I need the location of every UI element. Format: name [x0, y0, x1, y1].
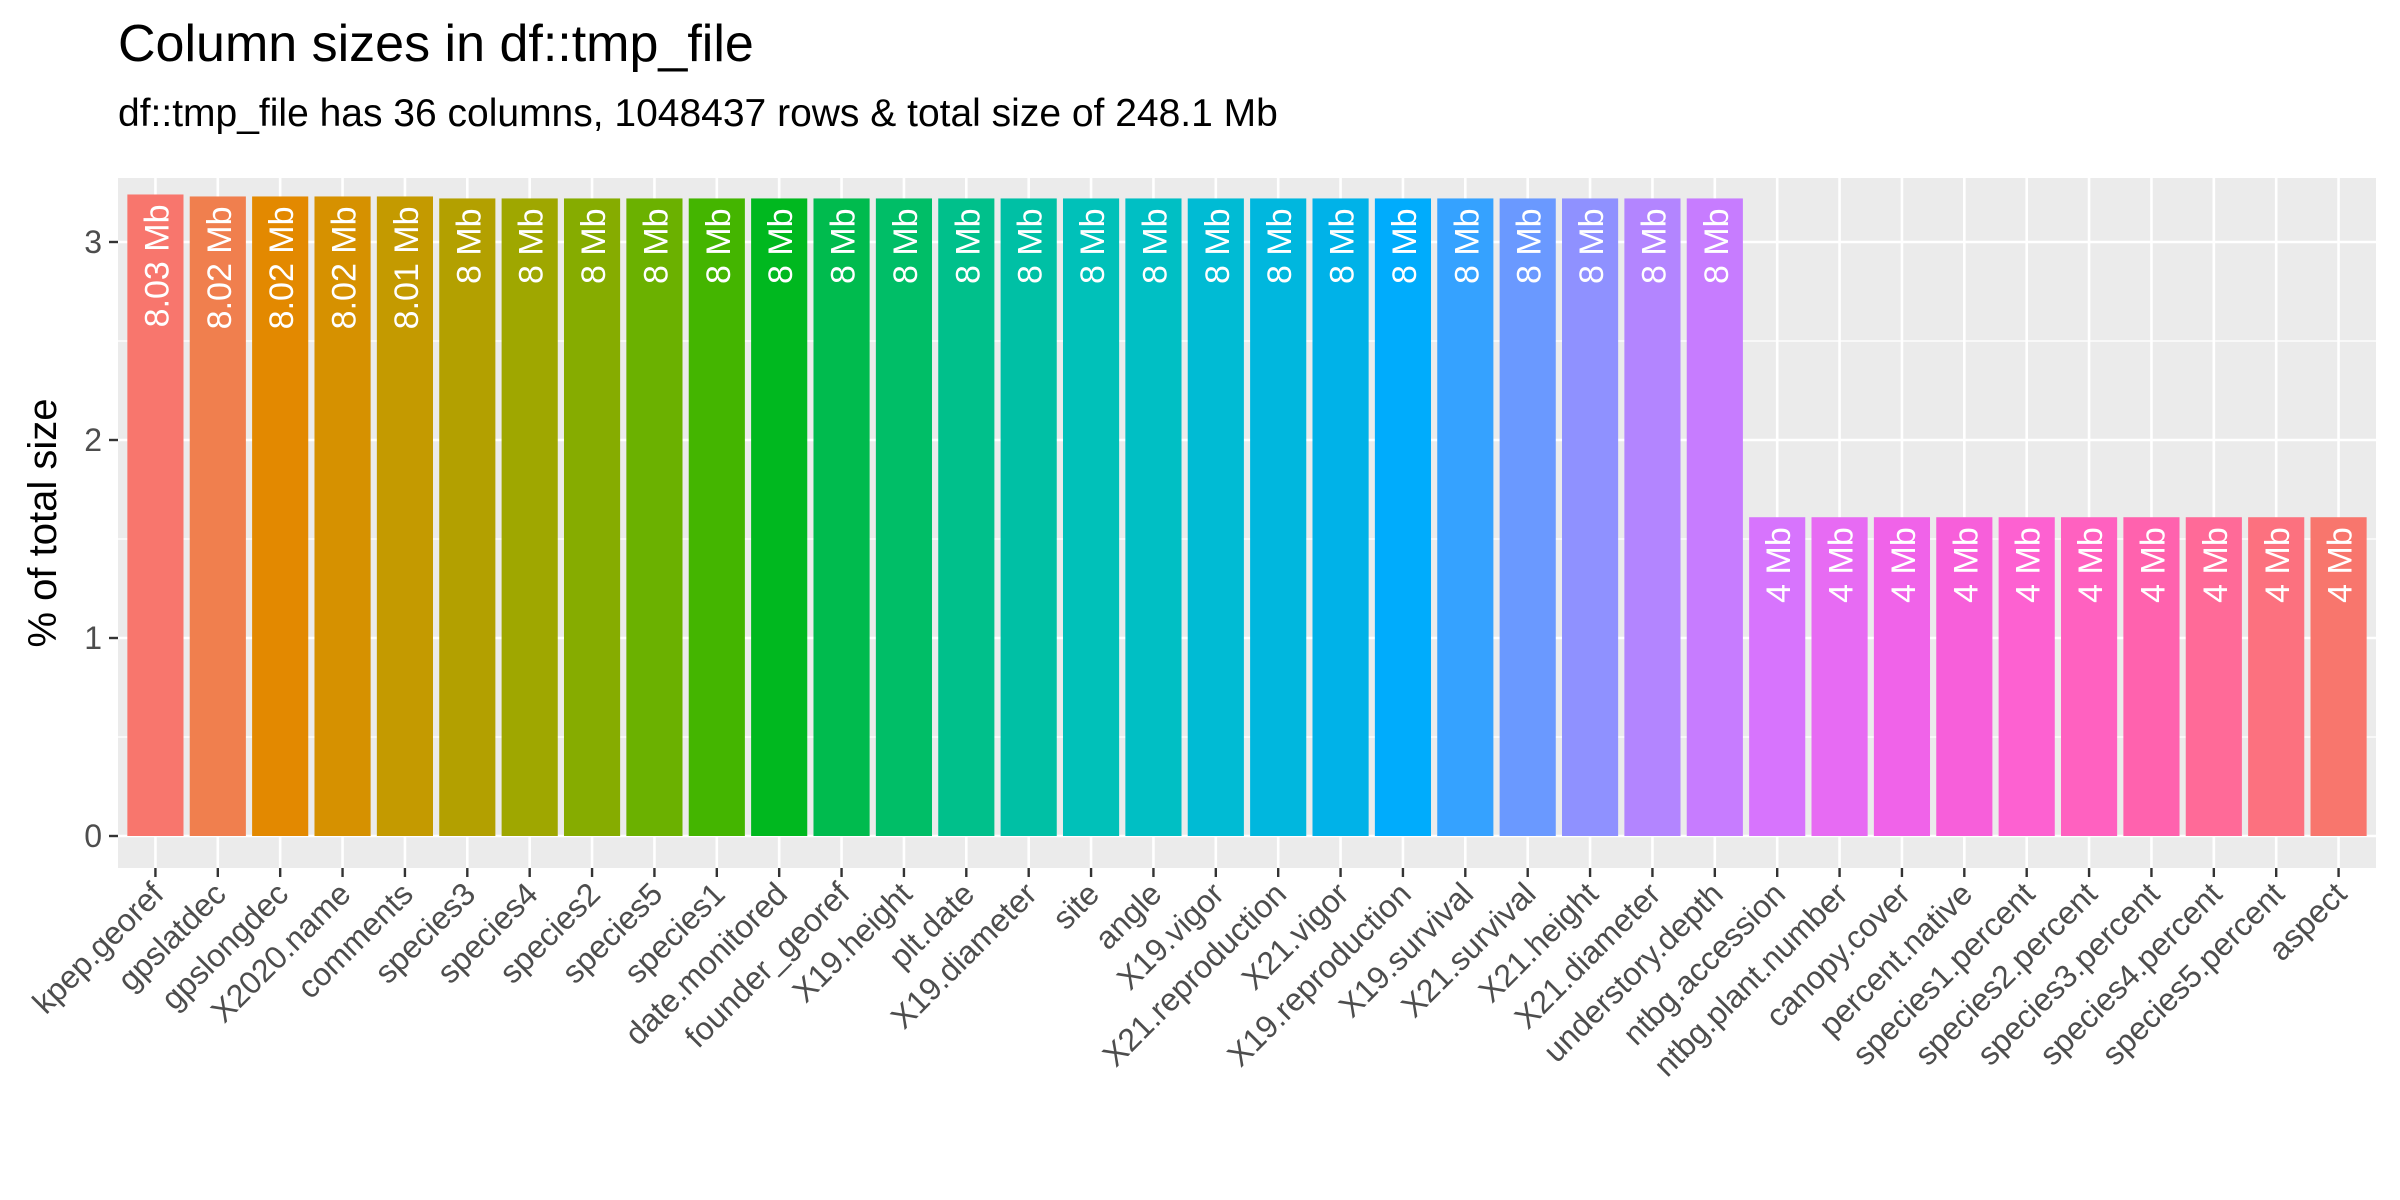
bar [501, 198, 558, 836]
chart-title: Column sizes in df::tmp_file [118, 15, 754, 73]
data-label: 8 Mb [1199, 208, 1237, 284]
data-label: 8 Mb [1448, 208, 1486, 284]
data-label: 4 Mb [1947, 527, 1985, 603]
data-label: 8 Mb [637, 208, 675, 284]
bar [439, 198, 496, 836]
data-label: 4 Mb [1823, 527, 1861, 603]
data-label: 8.02 Mb [263, 206, 301, 329]
data-label: 8 Mb [700, 208, 738, 284]
bar [1811, 517, 1868, 836]
data-label: 8 Mb [1261, 208, 1299, 284]
bar [938, 198, 995, 836]
bar [1437, 198, 1494, 836]
bar [688, 198, 745, 836]
bars [127, 194, 2367, 837]
bar [875, 198, 933, 836]
bar [1936, 517, 1993, 836]
data-label: 8.01 Mb [388, 206, 426, 329]
bar [189, 196, 246, 836]
bar [1250, 198, 1307, 836]
bar [127, 194, 184, 837]
data-label: 4 Mb [2134, 527, 2172, 603]
data-label: 8.02 Mb [326, 206, 364, 329]
data-label: 8 Mb [1012, 208, 1050, 284]
data-label: 4 Mb [2010, 527, 2048, 603]
bar [1312, 198, 1369, 836]
data-label: 8 Mb [1573, 208, 1611, 284]
bar [2185, 517, 2242, 836]
bar [1749, 517, 1806, 836]
data-label: 8 Mb [949, 208, 987, 284]
data-label: 4 Mb [2259, 527, 2297, 603]
bar [1499, 198, 1556, 836]
bar [2061, 517, 2118, 836]
data-label: 4 Mb [2072, 527, 2110, 603]
data-labels: 8.03 Mb 8.02 Mb 8.02 Mb 8.02 Mb 8.01 Mb 8 Mb 8… [138, 204, 2359, 602]
data-label: 4 Mb [2197, 527, 2235, 603]
bar [1873, 517, 1931, 836]
x-axis: kpep.georefgpslatdecgpslongdecX2020.name… [25, 868, 2354, 1083]
bar [626, 198, 683, 836]
data-label: 8.02 Mb [201, 206, 239, 329]
data-label: 8 Mb [762, 208, 800, 284]
bar [1000, 198, 1057, 836]
data-label: 8 Mb [1511, 208, 1549, 284]
bar [1998, 517, 2055, 836]
data-label: 8 Mb [887, 208, 925, 284]
bar [1624, 198, 1681, 836]
bar [1374, 198, 1432, 836]
data-label: 8 Mb [513, 208, 551, 284]
y-axis-title: % of total size [21, 398, 65, 647]
data-label: 8 Mb [1386, 208, 1424, 284]
bar [1686, 198, 1743, 836]
bar [1062, 198, 1120, 836]
data-label: 8 Mb [1635, 208, 1673, 284]
bar [1125, 198, 1182, 836]
y-axis: 0 1 2 3 [84, 224, 118, 854]
data-label: 8 Mb [1698, 208, 1736, 284]
bar [813, 198, 870, 836]
y-tick-label: 0 [84, 818, 102, 854]
data-label: 4 Mb [1760, 527, 1798, 603]
data-label: 8 Mb [575, 208, 613, 284]
data-label: 8 Mb [1324, 208, 1362, 284]
bar [252, 196, 309, 836]
data-label: 8 Mb [450, 208, 488, 284]
y-tick-label: 3 [84, 224, 102, 260]
data-label: 8 Mb [825, 208, 863, 284]
data-label: 4 Mb [2322, 527, 2360, 603]
bar [2123, 517, 2180, 836]
data-label: 8 Mb [1074, 208, 1112, 284]
y-tick-label: 2 [84, 422, 102, 458]
bar [314, 196, 371, 836]
y-tick-label: 1 [84, 620, 102, 656]
chart-subtitle: df::tmp_file has 36 columns, 1048437 row… [118, 92, 1278, 135]
bar [751, 198, 808, 836]
bar [2310, 517, 2367, 836]
bar [1187, 198, 1244, 836]
data-label: 4 Mb [1885, 527, 1923, 603]
bar [376, 196, 433, 836]
bar [2248, 517, 2305, 836]
bar [1561, 198, 1619, 836]
data-label: 8 Mb [1136, 208, 1174, 284]
data-label: 8.03 Mb [138, 204, 176, 327]
bar [563, 198, 621, 836]
